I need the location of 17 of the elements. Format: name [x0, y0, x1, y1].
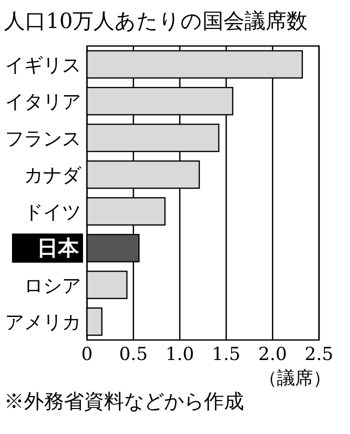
- text: ※外務省資料などから作成: [4, 389, 244, 413]
- y-tick-label: アメリカ: [5, 312, 81, 334]
- y-tick-label: ロシア: [24, 274, 81, 297]
- title: 人口10万人あたりの国会議席数: [4, 9, 308, 33]
- x-axis-title: （議席）: [259, 368, 331, 389]
- y-tick-label: イタリア: [5, 91, 81, 114]
- x-tick-label: 2.5: [304, 344, 334, 365]
- x-tick-label: 0: [81, 344, 93, 365]
- y-tick-label: 日本: [37, 236, 80, 260]
- x-tick-label: 0.5: [119, 344, 148, 365]
- y-tick-label: ドイツ: [24, 201, 81, 224]
- y-tick-label: イギリス: [5, 54, 81, 76]
- x-tick-label: 2.0: [258, 344, 287, 365]
- y-tick-label: フランス: [5, 128, 81, 150]
- y-tick-label: カナダ: [24, 164, 82, 187]
- x-tick-label: 1.0: [165, 344, 194, 365]
- x-tick-label: 1.5: [212, 344, 241, 365]
